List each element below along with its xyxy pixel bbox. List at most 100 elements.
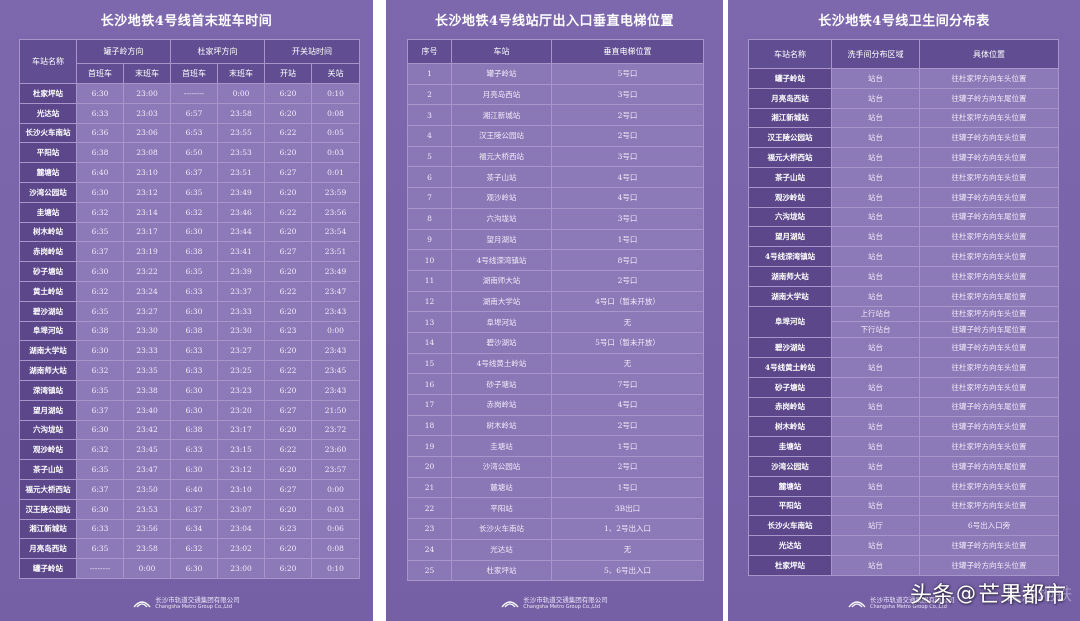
elevator-location-cell: 4号口 xyxy=(551,166,704,189)
table-row: 六沟垅站 6:30 23:42 6:38 23:17 6:20 23:72 xyxy=(19,419,360,441)
elevator-location-cell: 4号口（暂未开放） xyxy=(551,290,704,313)
time-cell: 6:38 xyxy=(170,419,218,441)
table-row: 月亮岛西站 6:35 23:58 6:32 23:02 6:20 0:08 xyxy=(19,538,360,560)
restroom-title: 长沙地铁4号线卫生间分布表 xyxy=(818,14,990,29)
station-name-cell: 湘江新城站 xyxy=(19,518,77,540)
time-cell: 6:34 xyxy=(170,518,218,540)
restroom-position-cell: 往杜家坪方向车头位置 xyxy=(919,376,1059,398)
table-row: 碧沙湖站 站台 往罐子岭方向车头位置 xyxy=(748,337,1059,358)
time-cell: 23:17 xyxy=(123,221,171,243)
station-name-cell: 光达站 xyxy=(19,102,77,124)
restroom-position-cell: 往罐子岭方向车尾位置 xyxy=(919,396,1059,418)
row-number-cell: 24 xyxy=(407,538,452,561)
header-station: 车站名称 xyxy=(19,39,77,84)
table-row: 7 观沙岭站 4号口 xyxy=(407,187,704,209)
table-row: 长沙火车南站 6:36 23:06 6:53 23:55 6:22 0:05 xyxy=(19,122,360,144)
restroom-position-cell: 往杜家坪方向车头位置 xyxy=(919,475,1059,497)
restroom-position-cell: 往杜家坪方向车头位置 xyxy=(919,265,1059,287)
table-row: 望月湖站 站台 往杜家坪方向车头位置 xyxy=(748,226,1059,248)
time-cell: 6:33 xyxy=(170,280,218,302)
header-last-train: 末班车 xyxy=(123,63,171,84)
station-name-cell: 树木岭站 xyxy=(19,221,77,243)
restroom-area-cell: 站台 xyxy=(831,554,920,576)
restroom-position-cell: 往罐子岭方向车头位置 xyxy=(919,535,1059,556)
restroom-area-cell: 站台 xyxy=(831,186,920,208)
row-number-cell: 1 xyxy=(407,63,452,85)
row-number-cell: 3 xyxy=(407,104,452,127)
time-cell: 6:50 xyxy=(170,142,218,164)
table-row: 观沙岭站 6:32 23:45 6:33 23:15 6:22 23:60 xyxy=(19,439,360,461)
time-cell: 6:35 xyxy=(76,459,124,480)
station-name-cell: 沙湾公园站 xyxy=(748,455,832,477)
time-cell: 23:10 xyxy=(123,162,171,183)
time-cell: -------- xyxy=(76,558,124,579)
time-cell: 23:03 xyxy=(123,102,171,124)
time-cell: 23:04 xyxy=(217,518,265,540)
table-row: 光达站 6:33 23:03 6:57 23:58 6:20 0:08 xyxy=(19,102,360,124)
time-cell: 6:23 xyxy=(264,518,312,540)
time-cell: 23:27 xyxy=(217,340,265,362)
time-cell: 23:27 xyxy=(123,300,171,322)
station-cell: 麓塘站 xyxy=(451,476,552,499)
time-cell: 6:33 xyxy=(170,439,218,461)
restroom-position-cell: 往罐子岭方向车头位置 xyxy=(919,127,1059,149)
station-name-cell: 赤岗岭站 xyxy=(748,396,832,418)
header-restroom-area: 洗手间分布区域 xyxy=(831,39,920,69)
time-cell: 6:40 xyxy=(76,162,124,183)
table-row: 赤岗岭站 站台 往罐子岭方向车尾位置 xyxy=(748,396,1059,418)
time-cell: 6:37 xyxy=(76,399,124,421)
time-cell: 6:22 xyxy=(264,439,312,461)
time-cell: 23:39 xyxy=(217,261,265,282)
time-cell: 6:20 xyxy=(264,419,312,441)
row-number-cell: 8 xyxy=(407,207,452,230)
time-cell: 6:37 xyxy=(76,478,124,500)
restroom-position-cell: 往罐子岭方向车尾位置 xyxy=(919,87,1059,109)
time-cell: 0:00 xyxy=(311,478,360,500)
time-cell: 23:49 xyxy=(217,181,265,203)
station-name-cell: 砂子塘站 xyxy=(19,261,77,282)
time-cell: 23:72 xyxy=(311,419,360,441)
time-cell: 6:57 xyxy=(170,102,218,124)
restroom-position-cell: 往罐子岭方向车尾位置 xyxy=(919,321,1059,339)
table-row: 湖南大学站 6:30 23:33 6:33 23:27 6:20 23:43 xyxy=(19,340,360,362)
row-number-cell: 22 xyxy=(407,497,452,520)
header-number: 序号 xyxy=(407,39,452,64)
station-name-cell: 湘江新城站 xyxy=(748,107,832,129)
table-row: 5 福元大桥西站 3号口 xyxy=(407,145,704,168)
restroom-area-cell: 站台 xyxy=(831,246,920,267)
time-cell: 0:05 xyxy=(311,122,360,144)
row-number-cell: 15 xyxy=(407,352,452,375)
company-footer: 长沙市轨道交通集团有限公司 Changsha Metro Group Co.,L… xyxy=(0,597,373,611)
elevator-location-cell: 7号口 xyxy=(551,373,704,395)
time-cell: 23:02 xyxy=(217,538,265,560)
watermark-account: 芒果都市 xyxy=(977,583,1066,608)
time-cell: 23:56 xyxy=(123,518,171,540)
station-name-cell: 汉王陵公园站 xyxy=(19,498,77,520)
table-row: 阜埠河站 6:38 23:30 6:38 23:30 6:23 0:00 xyxy=(19,320,360,342)
time-cell: -------- xyxy=(170,83,218,104)
elevator-location-cell: 2号口 xyxy=(551,414,704,437)
table-row: 湘江新城站 6:33 23:56 6:34 23:04 6:23 0:06 xyxy=(19,518,360,540)
time-cell: 23:20 xyxy=(217,399,265,421)
elevator-location-cell: 1号口 xyxy=(551,435,704,458)
station-name-cell: 砂子塘站 xyxy=(748,376,832,398)
time-cell: 6:32 xyxy=(76,201,124,223)
row-number-cell: 18 xyxy=(407,414,452,437)
time-cell: 0:00 xyxy=(217,83,265,104)
row-number-cell: 7 xyxy=(407,187,452,209)
header-specific-position: 具体位置 xyxy=(919,39,1059,69)
table-row: 麓塘站 6:40 23:10 6:37 23:51 6:27 0:01 xyxy=(19,162,360,183)
row-number-cell: 25 xyxy=(407,559,452,582)
restroom-area-cell: 站台 xyxy=(831,337,920,358)
station-cell: 树木岭站 xyxy=(451,414,552,437)
time-cell: 6:20 xyxy=(264,300,312,322)
row-number-cell: 17 xyxy=(407,394,452,416)
station-cell: 湘江新城站 xyxy=(451,104,552,127)
restroom-area-cell: 站台 xyxy=(831,416,920,438)
header-last-train: 末班车 xyxy=(217,63,265,84)
table-row: 6 茶子山站 4号口 xyxy=(407,166,704,189)
station-name-cell: 圭塘站 xyxy=(748,436,832,457)
header-gate-time: 开关站时间 xyxy=(264,39,360,64)
restroom-area-cell: 站台 xyxy=(831,436,920,457)
company-footer: 长沙市轨道交通集团有限公司 Changsha Metro Group Co.,L… xyxy=(728,597,1080,611)
